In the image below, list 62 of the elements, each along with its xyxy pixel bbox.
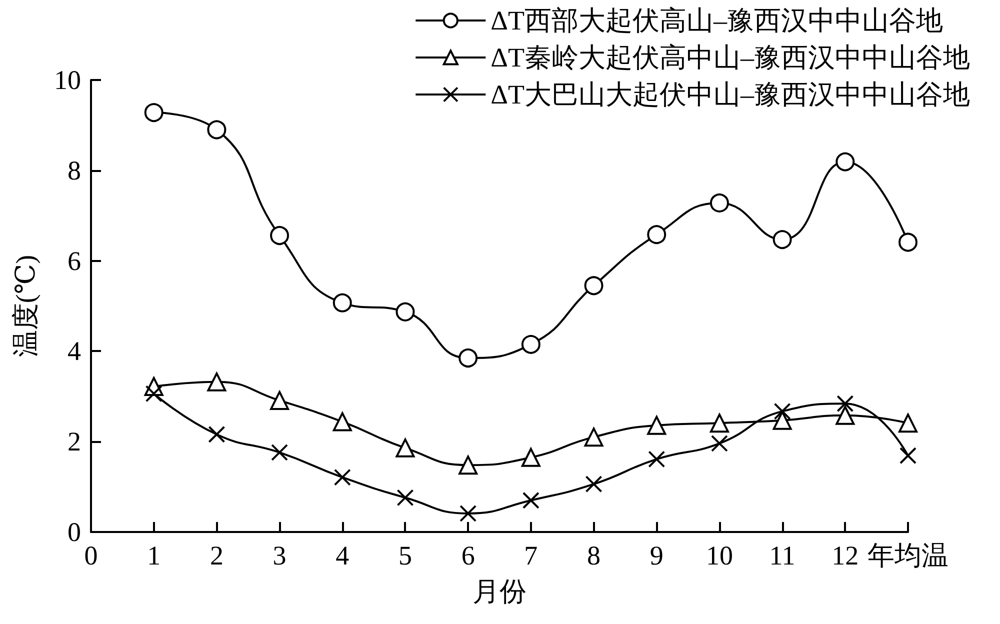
point: [710, 193, 729, 212]
y-axis-title: 温度(℃): [10, 254, 40, 358]
x-tick-label: 9: [650, 540, 664, 570]
point: [458, 348, 478, 368]
point: [332, 293, 352, 312]
point: [145, 385, 162, 402]
point: [774, 402, 791, 420]
point: [836, 152, 855, 172]
point: [332, 412, 352, 432]
point: [772, 230, 792, 250]
point: [208, 426, 226, 443]
y-tick-label: 0: [68, 517, 81, 547]
x-tick-label: 1: [147, 540, 161, 570]
y-tick-label: 6: [68, 246, 81, 276]
point: [898, 414, 918, 433]
x-tick-label: 8: [587, 540, 601, 570]
point: [647, 416, 666, 435]
point: [900, 447, 916, 464]
point: [647, 225, 666, 244]
point: [836, 395, 854, 412]
y-tick-label: 8: [68, 155, 81, 186]
point: [270, 390, 290, 410]
point: [521, 334, 540, 354]
x-tick-label: 3: [272, 540, 286, 570]
legend-label: ΔT大巴山大起伏中山–豫西汉中中山谷地: [490, 80, 970, 110]
point: [521, 448, 540, 467]
x-tick-label: 6: [461, 540, 475, 570]
point: [270, 226, 290, 245]
point: [648, 450, 666, 468]
legend-label: ΔT西部大起伏高山–豫西汉中中山谷地: [490, 6, 944, 36]
point: [271, 444, 288, 461]
point: [396, 438, 415, 458]
y-tick-label: 10: [54, 65, 81, 95]
x-tick-label: 11: [769, 540, 796, 570]
point: [836, 406, 855, 425]
x-tick-label: 7: [524, 540, 538, 570]
x-tick-label: 4: [336, 540, 350, 570]
point: [207, 120, 226, 140]
point: [710, 434, 728, 452]
x-tick-label: 年均温: [868, 540, 948, 570]
point: [772, 410, 792, 430]
point: [334, 468, 351, 486]
point: [396, 489, 414, 506]
point: [460, 504, 477, 522]
point: [458, 456, 478, 475]
point: [584, 428, 604, 447]
point: [584, 276, 604, 296]
point: [396, 302, 415, 322]
x-axis-title: 月份: [472, 576, 526, 606]
point: [207, 372, 226, 392]
point: [144, 103, 164, 122]
y-tick-label: 2: [68, 426, 81, 457]
x-tick-label: 5: [398, 540, 412, 570]
point: [522, 492, 540, 509]
y-tick-label: 4: [68, 336, 82, 366]
legend-label: ΔT秦岭大起伏高中山–豫西汉中中山谷地: [490, 42, 970, 72]
x-tick-label: 10: [706, 540, 733, 570]
point: [898, 232, 918, 252]
x-tick-label: 2: [210, 540, 224, 570]
point: [710, 414, 729, 433]
point: [585, 476, 602, 493]
x-tick-label: 12: [832, 540, 859, 570]
